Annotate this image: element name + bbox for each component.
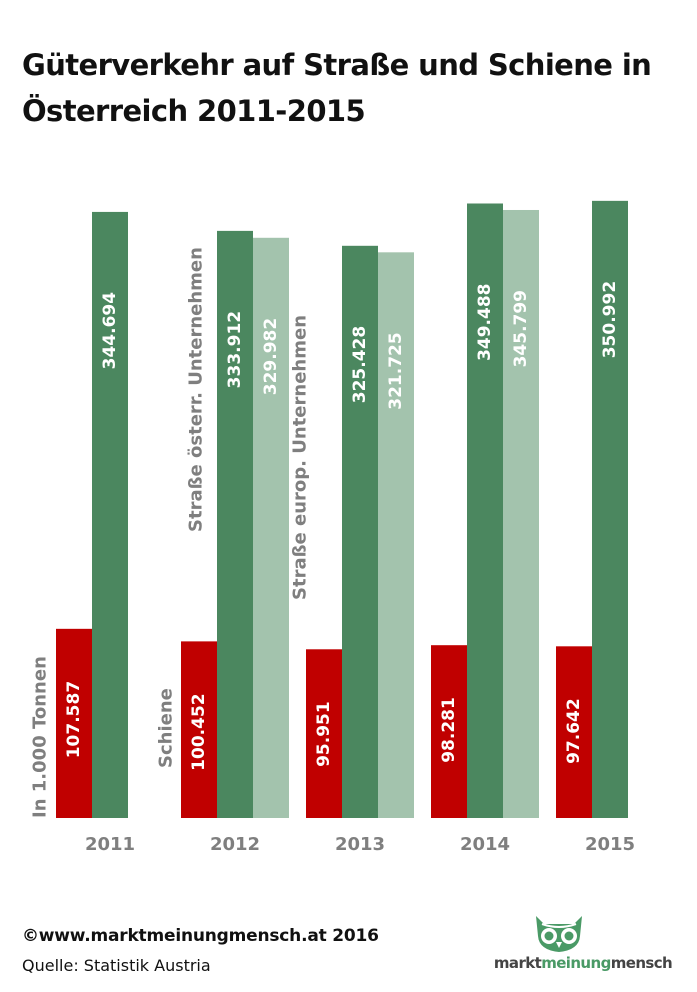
- category-label-2012: 2012: [210, 834, 260, 855]
- data-label-schiene-2011: 107.587: [64, 681, 84, 758]
- source-text: Quelle: Statistik Austria: [22, 956, 211, 975]
- data-label-strasse_oesterr-2011: 344.694: [100, 292, 120, 370]
- brand-logo: marktmeinungmensch: [478, 910, 688, 980]
- logo-word-meinung: meinung: [541, 954, 611, 972]
- bar-schiene-2015: [556, 646, 592, 818]
- chart-title: Güterverkehr auf Straße und Schiene in Ö…: [22, 48, 652, 128]
- bar-schiene-2011: [56, 628, 92, 818]
- category-label-2015: 2015: [585, 834, 635, 855]
- logo-word-markt: markt: [493, 954, 542, 972]
- logo-word-mensch: mensch: [610, 954, 673, 972]
- bar-strasse_oesterr-2012: [217, 230, 253, 818]
- category-label-2011: 2011: [85, 834, 135, 855]
- bar-strasse_oesterr-2013: [342, 245, 378, 819]
- data-label-schiene-2012: 100.452: [189, 693, 209, 770]
- series-label-strasse-oesterr: Straße österr. Unternehmen: [186, 247, 207, 532]
- bar-strasse_oesterr-2014: [467, 203, 503, 819]
- owl-icon: [536, 916, 582, 952]
- data-label-strasse_europ-2013: 321.725: [386, 332, 406, 409]
- copyright-text: ©www.marktmeinungmensch.at 2016: [22, 926, 379, 946]
- bar-strasse_europ-2013: [378, 252, 414, 819]
- bar-schiene-2014: [431, 645, 467, 818]
- bar-schiene-2013: [306, 649, 342, 818]
- data-label-strasse_europ-2012: 329.982: [261, 318, 281, 395]
- bar-strasse_oesterr-2015: [592, 200, 628, 818]
- unit-label: In 1.000 Tonnen: [30, 656, 51, 818]
- data-label-strasse_oesterr-2014: 349.488: [475, 283, 495, 360]
- series-label-schiene: Schiene: [156, 688, 177, 768]
- logo-wordmark: marktmeinungmensch: [478, 954, 688, 972]
- bar-chart: 107.587 344.694 2011 100.452 333.912 329.982 2…: [30, 200, 635, 855]
- series-label-strasse-europ: Straße europ. Unternehmen: [290, 315, 311, 600]
- category-label-2014: 2014: [460, 834, 510, 855]
- data-label-schiene-2013: 95.951: [314, 701, 334, 767]
- data-label-schiene-2014: 98.281: [439, 697, 459, 763]
- data-label-strasse_oesterr-2013: 325.428: [350, 326, 370, 403]
- category-label-2013: 2013: [335, 834, 385, 855]
- data-label-strasse_europ-2014: 345.799: [511, 290, 531, 367]
- data-label-strasse_oesterr-2012: 333.912: [225, 311, 245, 388]
- data-label-strasse_oesterr-2015: 350.992: [600, 281, 620, 358]
- bar-schiene-2012: [181, 641, 217, 818]
- bar-strasse_europ-2014: [503, 209, 539, 818]
- data-label-schiene-2015: 97.642: [564, 698, 584, 764]
- bar-strasse_europ-2012: [253, 237, 289, 818]
- bar-strasse_oesterr-2011: [92, 211, 128, 818]
